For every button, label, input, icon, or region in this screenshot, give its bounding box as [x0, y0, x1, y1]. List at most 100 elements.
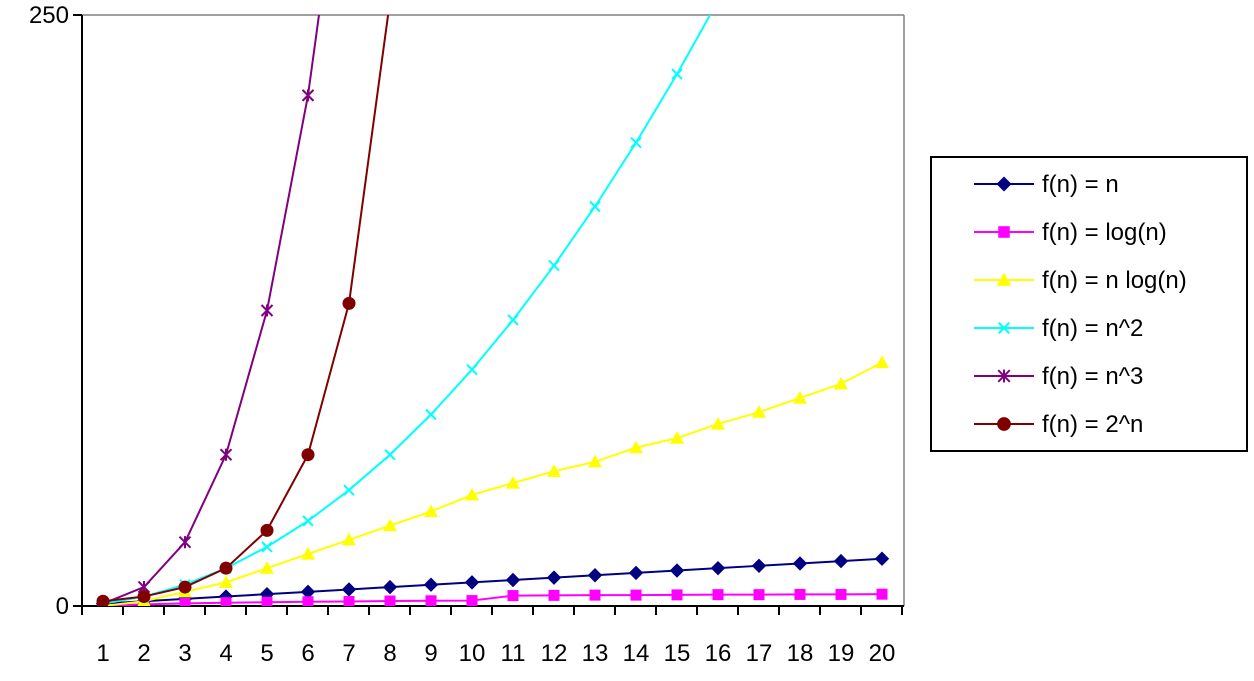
- data-point: [384, 448, 396, 461]
- data-point: [261, 541, 273, 553]
- data-point: [301, 546, 315, 560]
- data-point: [671, 68, 683, 80]
- x-tick-label: 20: [869, 640, 896, 667]
- series-line: [102, 15, 390, 603]
- series-line: [102, 593, 883, 606]
- series-5: [96, 15, 320, 606]
- x-tick-label: 16: [705, 640, 732, 667]
- x-tick-label: 8: [383, 640, 396, 667]
- data-point: [301, 89, 315, 102]
- x-tick-label: 6: [301, 640, 314, 667]
- data-point: [710, 560, 726, 576]
- x-tick-label: 18: [787, 640, 814, 667]
- series-6: [96, 15, 390, 606]
- series-3: [99, 355, 889, 606]
- data-point: [179, 597, 191, 606]
- series-2: [97, 588, 888, 606]
- data-point: [301, 448, 315, 462]
- data-point: [630, 136, 642, 149]
- data-point: [670, 431, 684, 444]
- data-point: [712, 589, 724, 601]
- legend: f(n) = n f(n) = log(n) f(n) = n log(n) f(n)…: [930, 156, 1248, 452]
- data-point: [834, 376, 848, 390]
- series-line: [102, 15, 712, 605]
- data-point: [137, 590, 151, 604]
- x-tick-label: 12: [541, 640, 568, 667]
- data-point: [343, 596, 355, 606]
- data-point: [465, 487, 479, 501]
- data-point: [548, 259, 560, 272]
- legend-item: f(n) = n log(n): [974, 267, 1187, 294]
- data-point: [753, 589, 765, 601]
- legend-box: [930, 156, 1248, 452]
- data-point: [794, 588, 806, 600]
- data-point: [546, 570, 562, 585]
- data-point: [875, 355, 889, 369]
- data-point: [589, 589, 601, 601]
- series-4: [97, 15, 712, 606]
- series-line: [102, 361, 883, 606]
- data-point: [261, 596, 273, 606]
- data-point: [506, 476, 520, 489]
- data-point: [302, 596, 314, 606]
- legend-label: f(n) = 2^n: [1042, 411, 1143, 438]
- data-point: [588, 454, 602, 468]
- legend-marker: [997, 369, 1011, 383]
- data-point: [341, 582, 357, 597]
- data-point: [423, 577, 439, 592]
- legend-marker: [996, 272, 1012, 286]
- data-point: [629, 440, 643, 454]
- data-point: [466, 595, 478, 606]
- legend-item: f(n) = n^2: [974, 315, 1143, 342]
- data-point: [260, 561, 274, 574]
- data-point: [302, 515, 314, 527]
- data-point: [424, 504, 438, 518]
- data-point: [548, 589, 560, 601]
- legend-item: f(n) = n^3: [974, 363, 1143, 390]
- data-point: [630, 589, 642, 601]
- data-point: [343, 484, 355, 496]
- data-point: [547, 464, 561, 477]
- data-point: [751, 558, 767, 574]
- legend-marker: [996, 176, 1012, 192]
- data-point: [219, 448, 233, 461]
- plot-area: [95, 15, 890, 606]
- legend-label: f(n) = n log(n): [1042, 267, 1187, 294]
- x-tick-label: 4: [219, 640, 232, 667]
- x-tick-label: 5: [260, 640, 273, 667]
- x-tick-label: 19: [828, 640, 855, 667]
- data-point: [589, 200, 601, 213]
- data-point: [835, 588, 847, 600]
- data-point: [96, 594, 110, 606]
- legend-item: f(n) = 2^n: [974, 411, 1143, 438]
- x-tick-label: 10: [459, 640, 486, 667]
- series-line: [102, 557, 883, 605]
- legend-marker: [997, 417, 1011, 431]
- x-tick-label: 7: [342, 640, 355, 667]
- data-point: [382, 579, 398, 595]
- x-tick-label: 1: [96, 640, 109, 667]
- legend-marker: [998, 226, 1010, 238]
- data-point: [792, 556, 808, 571]
- data-point: [876, 588, 888, 600]
- x-tick-label: 13: [582, 640, 609, 667]
- data-point: [505, 572, 521, 588]
- y-tick-label: 250: [29, 2, 69, 29]
- data-point: [260, 304, 274, 317]
- data-point: [464, 575, 480, 590]
- series-line: [102, 15, 320, 605]
- data-point: [219, 575, 233, 588]
- x-tick-label: 17: [746, 640, 773, 667]
- data-point: [220, 597, 232, 606]
- legend-item: f(n) = log(n): [974, 219, 1167, 246]
- data-point: [752, 405, 766, 418]
- data-point: [342, 532, 356, 546]
- data-point: [342, 296, 356, 310]
- data-point: [466, 363, 478, 376]
- data-point: [384, 595, 396, 606]
- legend-marker: [998, 322, 1010, 334]
- data-point: [507, 590, 519, 602]
